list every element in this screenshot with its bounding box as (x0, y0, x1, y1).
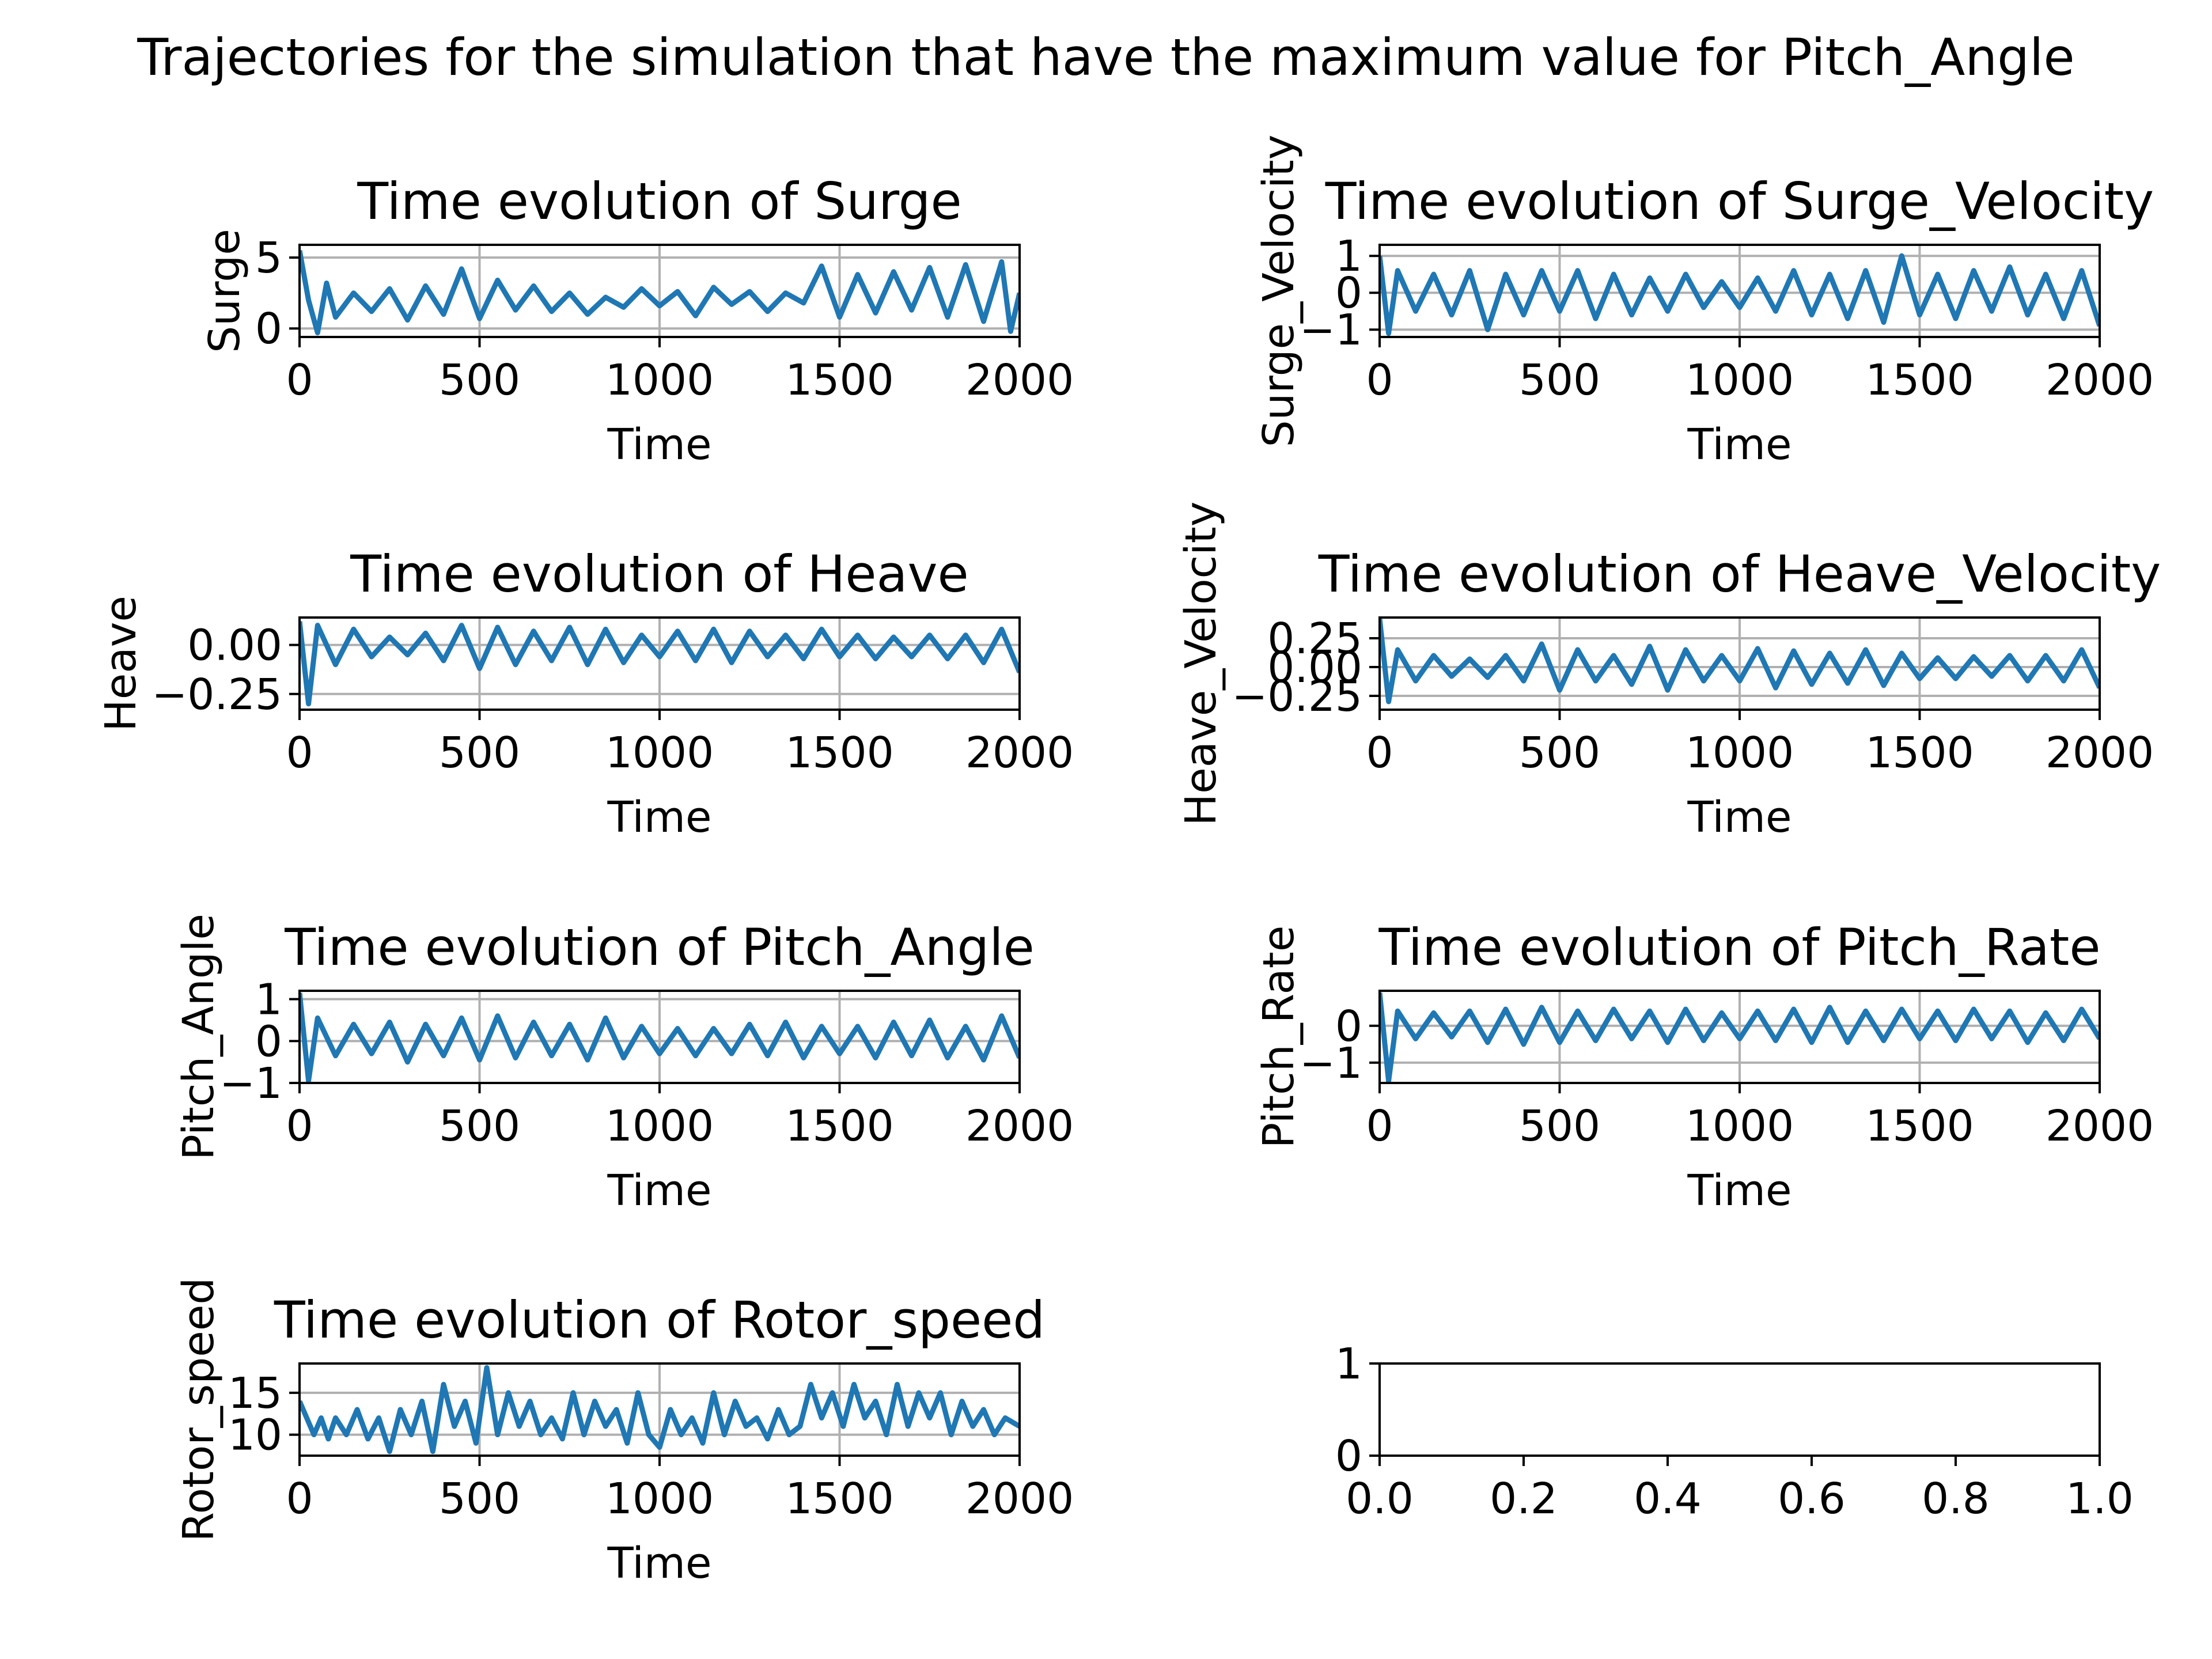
y-tick-label: −1 (219, 1059, 282, 1108)
x-tick-label: 1500 (785, 728, 893, 778)
x-tick-label: 0 (286, 355, 313, 405)
x-tick-label: 500 (439, 1101, 520, 1151)
x-tick-label: 1000 (1685, 1101, 1794, 1151)
subplot-title: Time evolution of Pitch_Angle (284, 918, 1035, 977)
x-tick-label: 0.0 (1346, 1474, 1414, 1524)
x-tick-label: 1000 (605, 728, 714, 778)
series-line (300, 621, 1020, 707)
y-tick-label: 0.25 (1267, 614, 1362, 664)
y-axis-label: Pitch_Angle (174, 914, 224, 1160)
subplot-title: Time evolution of Rotor_speed (274, 1290, 1045, 1350)
x-axis-label: Time (1687, 1166, 1791, 1215)
subplot-title: Time evolution of Heave_Velocity (1318, 544, 2161, 604)
y-axis-label: Surge_Velocity (1254, 135, 1304, 448)
x-tick-label: 500 (439, 355, 520, 405)
y-tick-label: 0.00 (187, 621, 282, 671)
x-tick-label: 0 (286, 1101, 313, 1151)
y-tick-label: −1 (1300, 1039, 1362, 1088)
series-line (1380, 253, 2100, 336)
x-tick-label: 1500 (785, 355, 893, 405)
x-tick-label: 0 (286, 1474, 313, 1524)
subplot-6: 0 500 1000 1500 2000 −10 Time evolution of Pit… (1254, 918, 2154, 1215)
x-tick-label: 0 (1366, 355, 1393, 405)
subplot-title: Time evolution of Heave (350, 544, 968, 604)
x-axis-label: Time (607, 1539, 711, 1588)
x-tick-label: 2000 (965, 355, 1074, 405)
y-tick-label: −0.25 (151, 670, 282, 719)
subplot-8: 0.0 0.2 0.4 0.6 0.8 1.0 0 1 (1335, 1339, 2134, 1524)
x-tick-label: 0 (286, 728, 313, 778)
x-axis-label: Time (1687, 793, 1791, 842)
x-tick-label: 1500 (785, 1474, 893, 1524)
series-line (300, 249, 1020, 336)
subplot-3: 0 500 1000 1500 2000 −0.250.00 Time evolution … (96, 544, 1074, 842)
subplot-title: Time evolution of Surge (357, 172, 961, 231)
y-axis-label: Rotor_speed (174, 1278, 224, 1542)
subplot-4: 0 500 1000 1500 2000 −0.250.000.25 Time evolut… (1176, 501, 2161, 842)
x-tick-label: 1500 (1865, 728, 1974, 778)
x-tick-label: 2000 (2046, 728, 2154, 778)
x-tick-label: 1000 (1685, 728, 1794, 778)
series-line (300, 1365, 1020, 1455)
y-tick-label: 10 (228, 1411, 282, 1460)
x-tick-label: 2000 (2046, 1101, 2154, 1151)
x-tick-label: 500 (1519, 728, 1600, 778)
figure-suptitle: Trajectories for the simulation that hav… (137, 28, 2074, 87)
x-tick-label: 1000 (605, 1474, 714, 1524)
x-tick-label: 500 (1519, 355, 1600, 405)
x-tick-label: 500 (1519, 1101, 1600, 1151)
y-tick-label: 0 (255, 1017, 282, 1066)
x-tick-label: 0.6 (1778, 1474, 1846, 1524)
x-axis-label: Time (607, 793, 711, 842)
y-tick-label: 15 (228, 1369, 282, 1418)
x-tick-label: 500 (439, 728, 520, 778)
series-line (300, 993, 1020, 1083)
x-tick-label: 1000 (1685, 355, 1794, 405)
y-tick-label: −1 (1300, 305, 1362, 355)
y-tick-label: 0 (255, 304, 282, 354)
subplot-title: Time evolution of Surge_Velocity (1325, 172, 2154, 231)
y-tick-label: 0 (1335, 1002, 1362, 1051)
y-tick-label: 0 (1335, 268, 1362, 318)
x-axis-label: Time (1687, 420, 1791, 469)
x-tick-label: 1500 (785, 1101, 893, 1151)
x-tick-label: 0 (1366, 728, 1393, 778)
x-tick-label: 1500 (1865, 1101, 1974, 1151)
y-tick-label: 0.00 (1267, 643, 1362, 692)
y-tick-label: 1 (255, 975, 282, 1025)
subplot-1: 0 500 1000 1500 2000 0 5 Time evolution of Surg… (200, 172, 1074, 469)
y-tick-label: 0 (1335, 1431, 1362, 1481)
x-tick-label: 2000 (965, 1101, 1074, 1151)
x-tick-label: 1000 (605, 1101, 714, 1151)
series-line (1380, 992, 2100, 1083)
y-tick-label: 5 (255, 233, 282, 283)
x-tick-label: 0 (1366, 1101, 1393, 1151)
y-tick-label: 1 (1335, 232, 1362, 281)
x-tick-label: 1500 (1865, 355, 1974, 405)
y-tick-label: −0.25 (1232, 672, 1362, 721)
x-tick-label: 1.0 (2066, 1474, 2134, 1524)
y-axis-label: Heave (96, 596, 146, 732)
x-tick-label: 0.2 (1490, 1474, 1558, 1524)
subplot-title: Time evolution of Pitch_Rate (1378, 918, 2101, 977)
y-axis-label: Pitch_Rate (1254, 926, 1304, 1149)
y-tick-label: 1 (1335, 1339, 1362, 1389)
x-tick-label: 2000 (965, 728, 1074, 778)
x-tick-label: 2000 (965, 1474, 1074, 1524)
axes-frame (1378, 1362, 2101, 1457)
series-line (1380, 618, 2100, 704)
x-tick-label: 1000 (605, 355, 714, 405)
y-axis-label: Surge (200, 229, 249, 353)
x-tick-label: 0.8 (1922, 1474, 1990, 1524)
x-axis-label: Time (607, 1166, 711, 1215)
x-tick-label: 2000 (2046, 355, 2154, 405)
x-tick-label: 500 (439, 1474, 520, 1524)
x-tick-label: 0.4 (1634, 1474, 1702, 1524)
x-axis-label: Time (607, 420, 711, 469)
y-axis-label: Heave_Velocity (1176, 501, 1226, 825)
